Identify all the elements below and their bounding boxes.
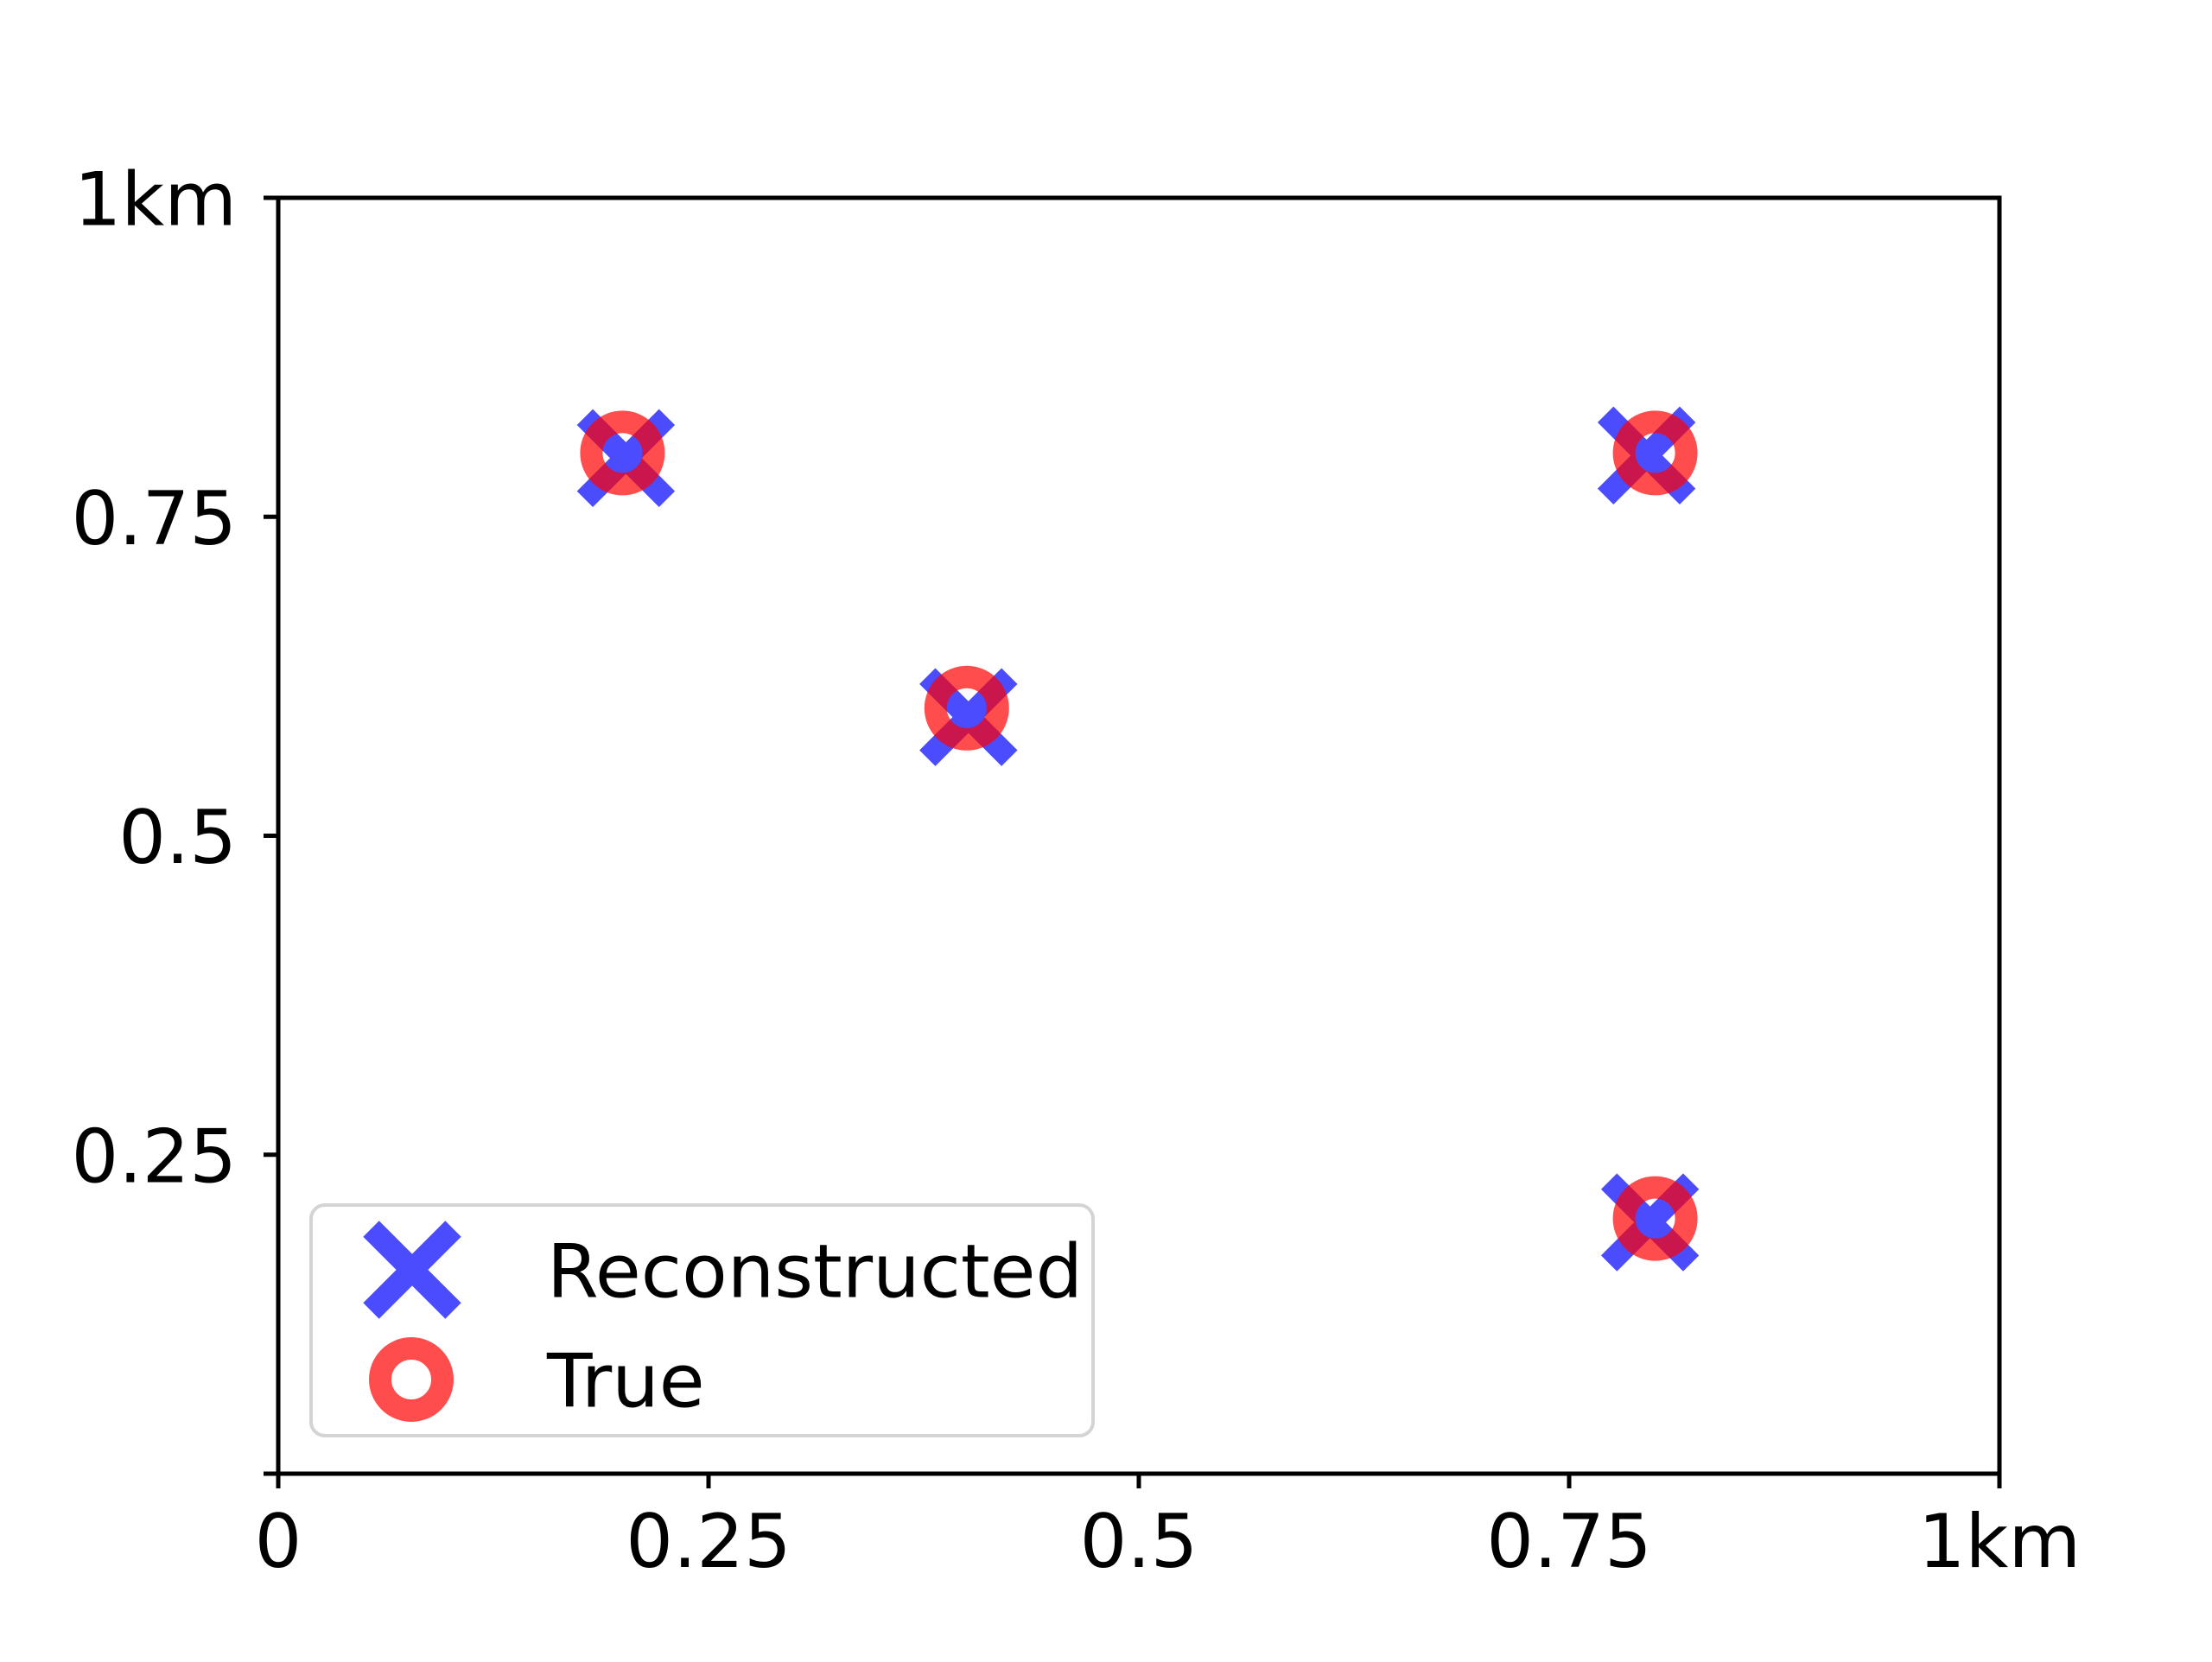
legend-entry: Reconstructed: [363, 1221, 1083, 1319]
legend-label: Reconstructed: [547, 1229, 1083, 1316]
x-tick-label: 0: [255, 1499, 302, 1585]
true-marker: [369, 1337, 454, 1422]
true-marker: [1612, 410, 1698, 496]
true-marker: [924, 665, 1009, 751]
circle-glyph: [369, 1337, 454, 1422]
x-tick-label: 0.5: [1080, 1499, 1198, 1585]
circle-glyph: [924, 665, 1009, 751]
reconstructed-marker: [363, 1221, 461, 1319]
circle-glyph: [1612, 1176, 1698, 1261]
x-glyph: [363, 1221, 461, 1319]
y-tick-label: 0.75: [72, 476, 237, 562]
circle-glyph: [580, 410, 665, 496]
legend-label: True: [546, 1339, 705, 1425]
legend: Reconstructed True: [309, 1203, 1095, 1437]
x-tick-label: 1km: [1918, 1499, 2081, 1585]
series-true: [580, 410, 1698, 1261]
y-tick-label: 1km: [74, 157, 237, 244]
true-marker: [580, 410, 665, 496]
legend-entry: True: [369, 1337, 705, 1425]
x-tick-label: 0.25: [626, 1499, 791, 1585]
legend-box: [309, 1203, 1095, 1437]
y-tick-label: 0.5: [118, 795, 237, 881]
x-tick-label: 0.75: [1486, 1499, 1651, 1585]
circle-glyph: [1612, 410, 1698, 496]
true-marker: [1612, 1176, 1698, 1261]
y-tick-label: 0.25: [72, 1113, 237, 1200]
